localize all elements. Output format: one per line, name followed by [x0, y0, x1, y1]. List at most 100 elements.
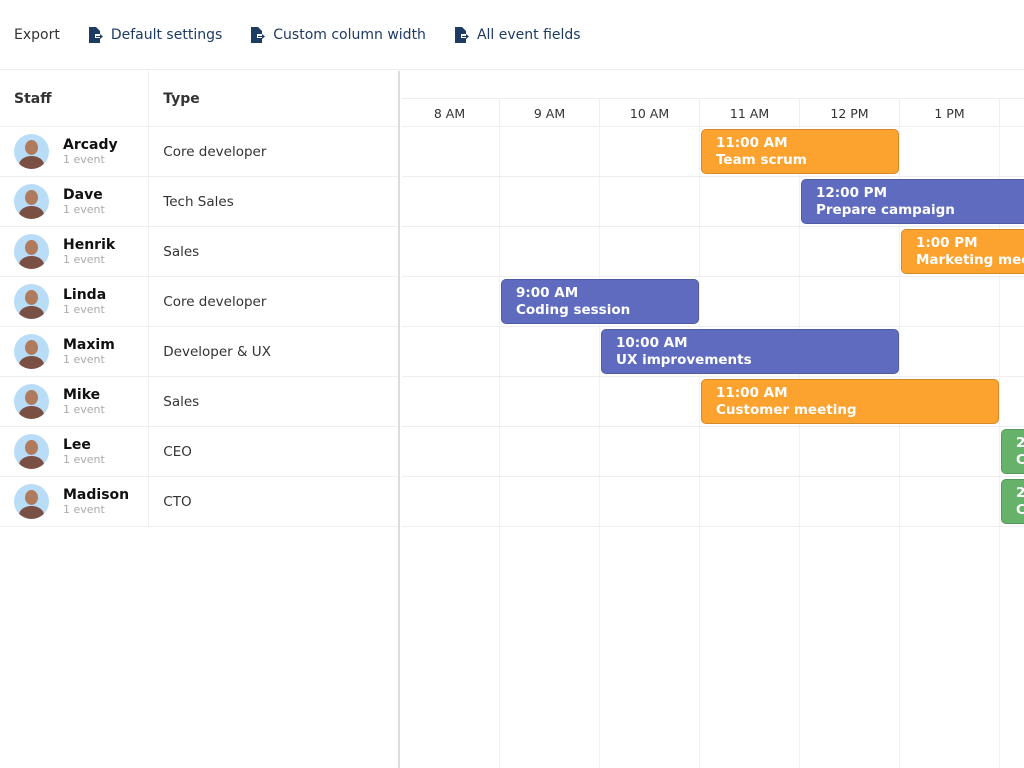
staff-type: CTO — [163, 493, 192, 510]
event-title: Prepare campaign — [816, 201, 955, 218]
staff-name: Dave — [63, 187, 103, 203]
staff-type: Tech Sales — [163, 193, 234, 210]
row-gridline — [402, 476, 1024, 477]
staff-row[interactable]: Madison 1 event CTO — [0, 477, 398, 527]
event-bar[interactable]: 9:00 AM Coding session — [501, 279, 699, 324]
staff-name: Linda — [63, 287, 107, 303]
file-export-icon — [454, 26, 477, 43]
event-time: 2 — [1016, 435, 1024, 452]
avatar — [14, 334, 49, 369]
event-title: C — [1016, 452, 1024, 469]
avatar — [14, 134, 49, 169]
staff-name: Madison — [63, 487, 130, 503]
file-export-icon — [250, 26, 273, 43]
timeline-header-top — [402, 71, 1024, 99]
timeline: 8 AM 9 AM 10 AM 11 AM 12 PM 1 PM 11:00 AM Tea… — [402, 71, 1024, 768]
timeline-hours: 8 AM 9 AM 10 AM 11 AM 12 PM 1 PM — [402, 99, 1024, 127]
hour-gridline — [699, 127, 700, 768]
event-bar[interactable]: 1:00 PM Marketing mee — [901, 229, 1024, 274]
staff-type: Core developer — [163, 143, 267, 160]
event-title: UX improvements — [616, 351, 752, 368]
event-time: 11:00 AM — [716, 135, 788, 151]
hour-label: 8 AM — [402, 99, 500, 127]
event-count: 1 event — [63, 253, 105, 266]
event-time: 12:00 PM — [816, 185, 888, 201]
event-bar[interactable]: 2 C — [1001, 429, 1024, 474]
event-title: Customer meeting — [716, 401, 857, 418]
export-button-2[interactable]: All event fields — [454, 26, 581, 43]
grid-header: Staff Type — [0, 71, 398, 127]
row-gridline — [402, 426, 1024, 427]
event-count: 1 event — [63, 453, 105, 466]
row-gridline — [402, 376, 1024, 377]
event-count: 1 event — [63, 303, 105, 316]
event-time: 2 — [1016, 485, 1024, 502]
event-count: 1 event — [63, 353, 105, 366]
export-button-label: Custom column width — [273, 26, 426, 43]
hour-label: 1 PM — [900, 99, 1000, 127]
staff-type: Sales — [163, 393, 200, 410]
avatar — [14, 284, 49, 319]
hour-label: 12 PM — [800, 99, 900, 127]
event-bar[interactable]: 11:00 AM Team scrum — [701, 129, 899, 174]
event-count: 1 event — [63, 403, 105, 416]
row-gridline — [402, 276, 1024, 277]
staff-row[interactable]: Dave 1 event Tech Sales — [0, 177, 398, 227]
staff-name: Henrik — [63, 237, 116, 253]
event-bar[interactable]: 10:00 AM UX improvements — [601, 329, 899, 374]
row-gridline — [402, 526, 1024, 527]
export-label: Export — [14, 26, 60, 43]
avatar — [14, 384, 49, 419]
avatar — [14, 484, 49, 519]
staff-grid: Staff Type Arcady 1 event Core developer… — [0, 71, 400, 768]
avatar — [14, 184, 49, 219]
event-bar[interactable]: 11:00 AM Customer meeting — [701, 379, 999, 424]
hour-label: 11 AM — [700, 99, 800, 127]
export-button-0[interactable]: Default settings — [88, 26, 222, 43]
staff-name: Lee — [63, 437, 91, 453]
hour-gridline — [499, 127, 500, 768]
staff-type: Sales — [163, 243, 200, 260]
row-gridline — [402, 226, 1024, 227]
staff-row[interactable]: Maxim 1 event Developer & UX — [0, 327, 398, 377]
staff-row[interactable]: Lee 1 event CEO — [0, 427, 398, 477]
event-time: 10:00 AM — [616, 335, 688, 351]
hour-gridline — [899, 127, 900, 768]
staff-type: Developer & UX — [163, 343, 271, 360]
event-title: Team scrum — [716, 151, 807, 168]
column-header-type[interactable]: Type — [163, 90, 200, 107]
staff-name: Arcady — [63, 137, 118, 153]
event-time: 11:00 AM — [716, 385, 788, 401]
staff-name: Mike — [63, 387, 101, 403]
event-title: Marketing mee — [916, 251, 1024, 268]
event-bar[interactable]: 12:00 PM Prepare campaign — [801, 179, 1024, 224]
avatar — [14, 234, 49, 269]
staff-type: CEO — [163, 443, 192, 460]
staff-row[interactable]: Arcady 1 event Core developer — [0, 127, 398, 177]
hour-gridline — [599, 127, 600, 768]
export-toolbar: Export Default settings Custom column wid… — [0, 0, 1024, 70]
avatar — [14, 434, 49, 469]
export-button-1[interactable]: Custom column width — [250, 26, 426, 43]
event-count: 1 event — [63, 153, 105, 166]
export-button-label: All event fields — [476, 26, 581, 43]
file-export-icon — [88, 26, 111, 43]
hour-gridline — [999, 127, 1000, 768]
staff-row[interactable]: Mike 1 event Sales — [0, 377, 398, 427]
staff-name: Maxim — [63, 337, 115, 353]
row-gridline — [402, 176, 1024, 177]
staff-row[interactable]: Henrik 1 event Sales — [0, 227, 398, 277]
event-title: Coding session — [516, 301, 631, 318]
event-count: 1 event — [63, 503, 105, 516]
hour-label: 10 AM — [600, 99, 700, 127]
hour-label: 9 AM — [500, 99, 600, 127]
row-gridline — [402, 326, 1024, 327]
event-time: 1:00 PM — [916, 235, 978, 251]
hour-gridline — [799, 127, 800, 768]
staff-row[interactable]: Linda 1 event Core developer — [0, 277, 398, 327]
event-count: 1 event — [63, 203, 105, 216]
staff-type: Core developer — [163, 293, 267, 310]
event-bar[interactable]: 2 C — [1001, 479, 1024, 524]
event-title: C — [1016, 502, 1024, 519]
column-header-staff[interactable]: Staff — [0, 71, 150, 126]
